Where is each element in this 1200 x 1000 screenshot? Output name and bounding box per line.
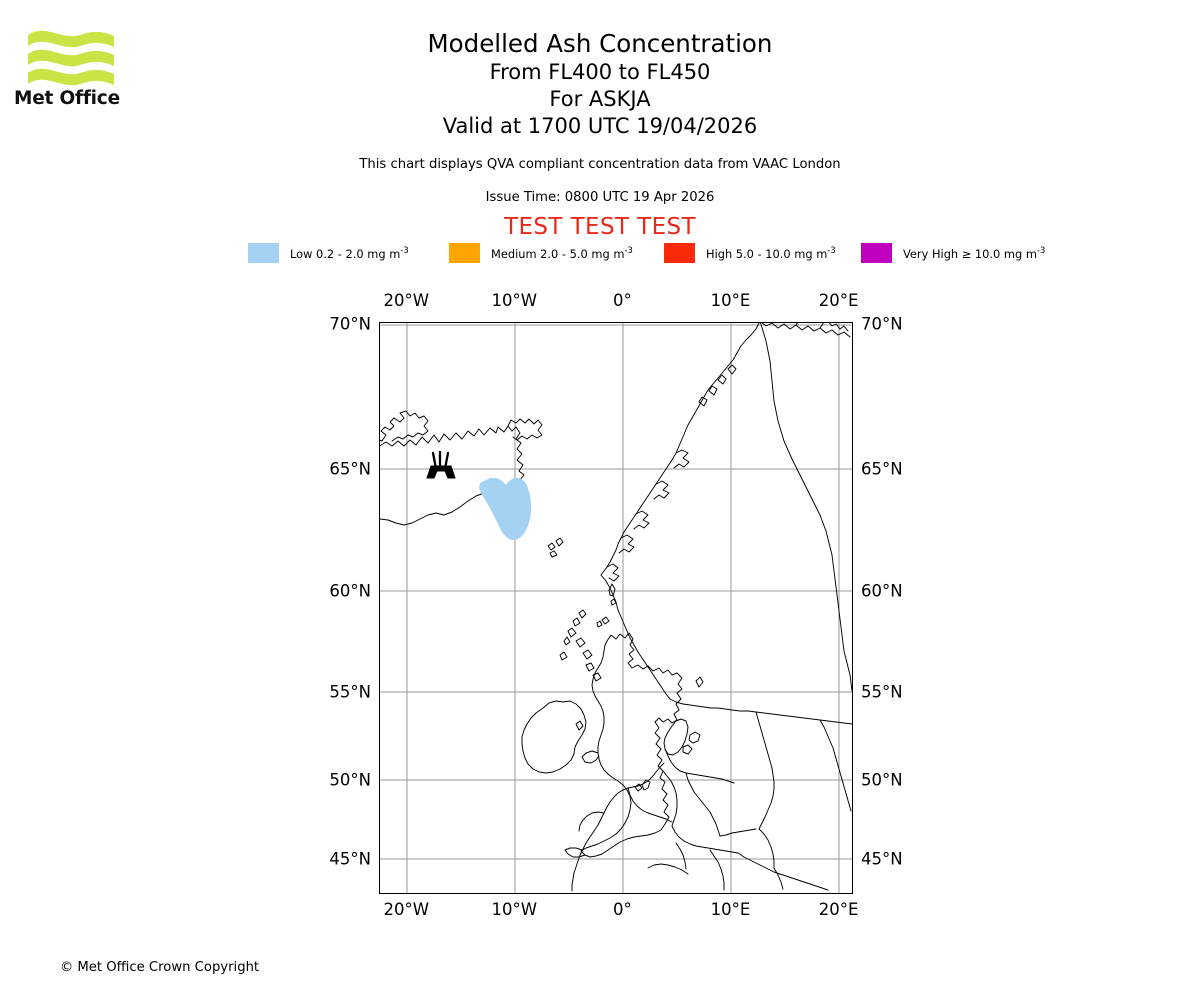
y-tick-left-2: 60°N (329, 581, 371, 601)
volcano-marker-askja (426, 450, 456, 479)
map-gridlines (380, 323, 852, 893)
legend-exponent-3: -3 (1036, 245, 1046, 256)
met-office-logo-text: Met Office (14, 88, 120, 109)
issue-time: Issue Time: 0800 UTC 19 Apr 2026 (485, 190, 715, 205)
valid-time-line: Valid at 1700 UTC 19/04/2026 (442, 114, 758, 138)
legend-label-0: Low 0.2 - 2.0 mg m-3 (290, 245, 409, 261)
x-tick-bottom-3: 10°E (710, 900, 751, 919)
legend-exponent-1: -3 (624, 245, 633, 256)
map-frame (379, 322, 853, 894)
y-tick-right-2: 60°N (861, 581, 903, 601)
map-panel (379, 322, 853, 894)
y-tick-left-1: 65°N (329, 459, 371, 479)
legend-item-0: Low 0.2 - 2.0 mg m-3 (248, 242, 409, 264)
legend-swatch-2 (664, 243, 695, 263)
y-tick-left-4: 50°N (329, 770, 371, 790)
x-tick-bottom-4: 20°E (818, 900, 859, 919)
y-tick-right-1: 65°N (861, 459, 903, 479)
x-tick-bottom-0: 20°W (383, 900, 430, 919)
legend-label-3: Very High ≥ 10.0 mg m-3 (903, 245, 1046, 261)
y-tick-left-3: 55°N (329, 682, 371, 702)
coastlines (380, 323, 852, 892)
x-tick-top-3: 10°E (710, 291, 751, 310)
legend-swatch-3 (861, 243, 892, 263)
legend-item-2: High 5.0 - 10.0 mg m-3 (664, 242, 836, 264)
x-tick-top-0: 20°W (383, 291, 430, 310)
copyright-footer: © Met Office Crown Copyright (60, 960, 260, 975)
legend-label-2: High 5.0 - 10.0 mg m-3 (706, 245, 836, 261)
x-tick-top-2: 0° (613, 291, 632, 310)
legend-exponent-0: -3 (400, 245, 409, 256)
legend-item-1: Medium 2.0 - 5.0 mg m-3 (449, 242, 633, 264)
x-tick-bottom-2: 0° (613, 900, 632, 919)
met-office-logo (14, 24, 134, 114)
x-tick-top-1: 10°W (491, 291, 538, 310)
test-banner: TEST TEST TEST (504, 214, 696, 240)
legend-swatch-0 (248, 243, 279, 263)
y-tick-right-0: 70°N (861, 314, 903, 334)
x-tick-top-4: 20°E (818, 291, 859, 310)
legend-item-3: Very High ≥ 10.0 mg m-3 (861, 242, 1045, 264)
page-title: Modelled Ash Concentration (427, 29, 773, 58)
title-block: Modelled Ash Concentration From FL400 to… (0, 28, 1200, 140)
flight-level-line: From FL400 to FL450 (489, 60, 711, 84)
y-tick-left-5: 45°N (329, 849, 371, 869)
legend-swatch-1 (449, 243, 480, 263)
legend-exponent-2: -3 (827, 245, 836, 256)
y-tick-right-3: 55°N (861, 682, 903, 702)
x-tick-bottom-1: 10°W (491, 900, 538, 919)
volcano-name-line: For ASKJA (549, 87, 651, 111)
y-tick-right-4: 50°N (861, 770, 903, 790)
y-tick-right-5: 45°N (861, 849, 903, 869)
ash-plume-low (479, 478, 531, 540)
concentration-legend: Low 0.2 - 2.0 mg m-3 Medium 2.0 - 5.0 mg … (248, 242, 1045, 264)
y-tick-left-0: 70°N (329, 314, 371, 334)
legend-label-1: Medium 2.0 - 5.0 mg m-3 (491, 245, 633, 261)
qva-note: This chart displays QVA compliant concen… (359, 157, 841, 172)
